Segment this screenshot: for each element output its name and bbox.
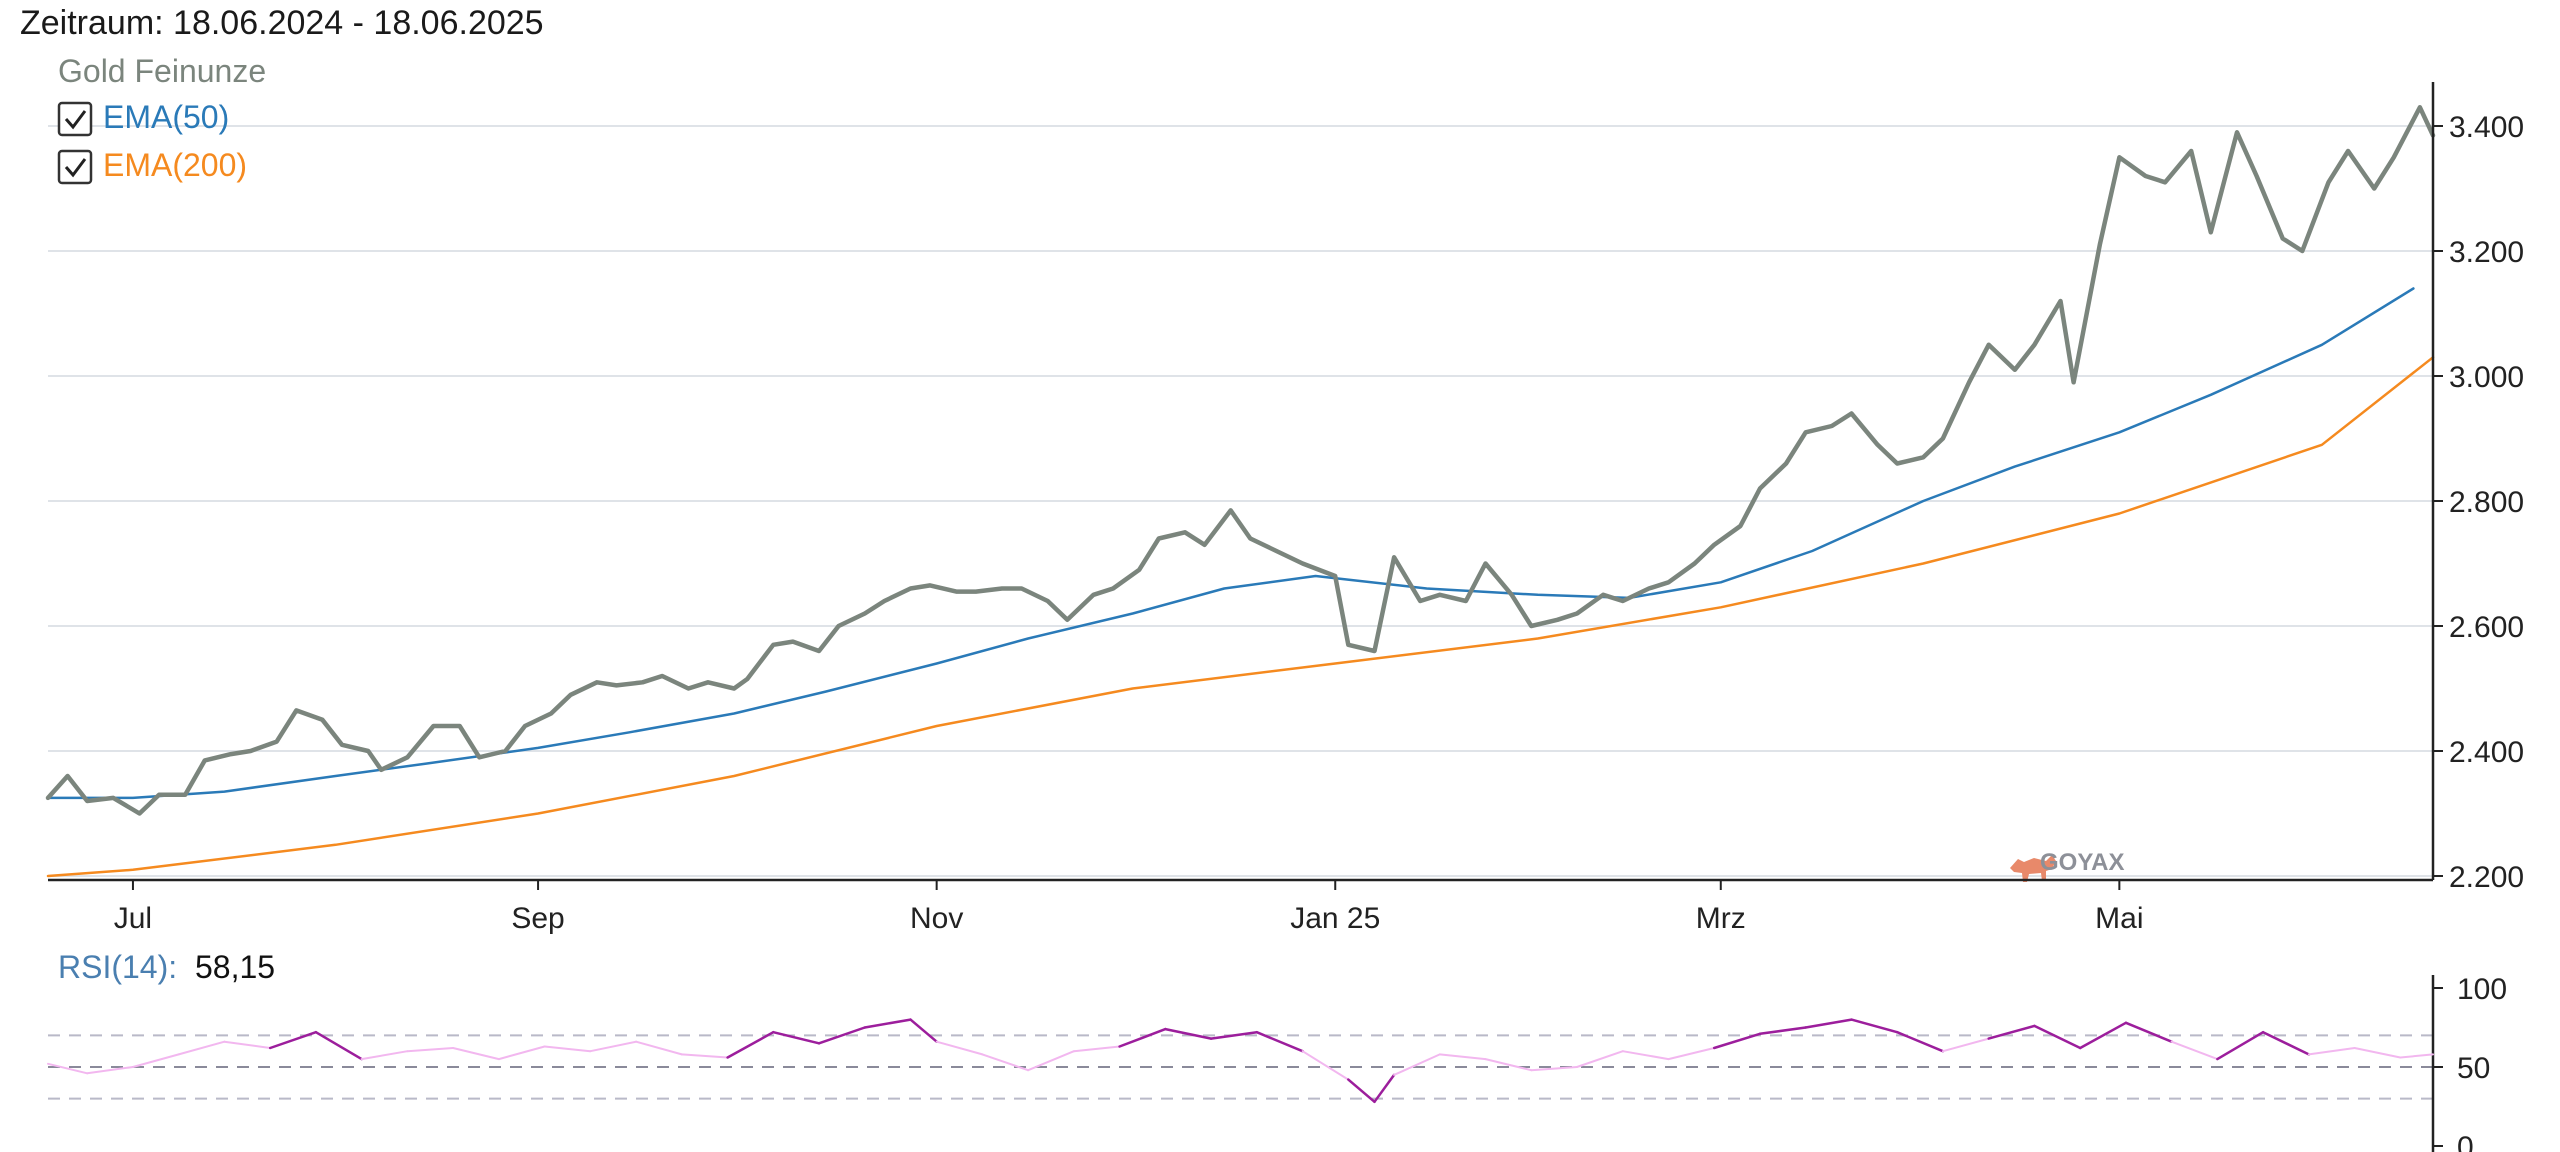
y-tick-label: 2.200 xyxy=(2449,861,2524,894)
rsi-segment xyxy=(817,1026,867,1045)
ema200-toggle[interactable]: EMA(200) xyxy=(57,147,247,185)
rsi-segment xyxy=(1118,1027,1167,1048)
watermark-text: GOYAX xyxy=(2040,849,2124,876)
rsi-segment xyxy=(1621,1050,1670,1061)
period-label: Zeitraum: 18.06.2024 - 18.06.2025 xyxy=(20,4,544,42)
rsi-segment xyxy=(1393,1053,1441,1076)
y-tick-label: 2.600 xyxy=(2449,611,2524,644)
rsi-segment xyxy=(47,1062,89,1075)
y-tick-label: 3.200 xyxy=(2449,236,2524,269)
rsi-segment xyxy=(2399,1053,2434,1059)
rsi-segment xyxy=(726,1030,775,1059)
x-tick-label: Mai xyxy=(2095,902,2143,935)
rsi-segment xyxy=(543,1045,592,1053)
rsi-segment xyxy=(2216,1030,2265,1061)
rsi-segment xyxy=(86,1066,134,1075)
rsi-segment xyxy=(1850,1018,1899,1034)
ema200-label[interactable]: EMA(200) xyxy=(103,147,247,183)
rsi-segment xyxy=(935,1040,984,1056)
rsi-segment xyxy=(2261,1030,2311,1056)
y-tick-label: 3.400 xyxy=(2449,111,2524,144)
rsi-segment xyxy=(909,1018,938,1043)
main-series xyxy=(45,105,2436,878)
rsi-segment xyxy=(1987,1024,2036,1040)
rsi-segment xyxy=(1072,1045,1121,1053)
rsi-segment xyxy=(2170,1040,2219,1061)
ema200-line xyxy=(46,356,2435,878)
rsi-segment xyxy=(497,1045,546,1061)
rsi-segment xyxy=(1438,1053,1487,1061)
rsi-segment xyxy=(177,1040,226,1056)
rsi-segment xyxy=(268,1030,318,1050)
rsi-segment xyxy=(1484,1058,1533,1072)
legend-instrument: Gold Feinunze xyxy=(58,53,266,89)
main-grid xyxy=(48,125,2433,877)
main-axes: 2.200 2.400 2.600 2.800 3.000 3.200 3.400 Jul Se… xyxy=(48,82,2524,935)
ema200-check-icon xyxy=(64,158,87,178)
watermark: GOYAX xyxy=(2010,849,2124,882)
rsi-segment xyxy=(452,1047,500,1061)
rsi-segment xyxy=(1027,1050,1075,1072)
y-tick-label: 2.400 xyxy=(2449,736,2524,769)
rsi-segment xyxy=(1941,1037,1990,1053)
rsi-segment xyxy=(2078,1021,2128,1050)
rsi-segment xyxy=(360,1050,409,1061)
rsi-segment xyxy=(589,1040,638,1053)
ema50-check-icon xyxy=(64,110,87,130)
y-tick-label: 2.800 xyxy=(2449,486,2524,519)
rsi-value: 58,15 xyxy=(195,949,275,985)
rsi-segment xyxy=(314,1030,363,1061)
rsi-segment xyxy=(1667,1047,1716,1061)
rsi-segment xyxy=(863,1018,912,1029)
x-tick-label: Jul xyxy=(114,902,152,935)
rsi-segment xyxy=(1758,1026,1807,1036)
y-tick-label: 3.000 xyxy=(2449,361,2524,394)
x-tick-label: Jan 25 xyxy=(1290,902,1380,935)
rsi-segment xyxy=(223,1040,272,1049)
ema200-checkbox[interactable] xyxy=(57,149,93,185)
x-tick-label: Nov xyxy=(910,902,963,935)
rsi-segment xyxy=(131,1053,180,1068)
rsi-segment xyxy=(680,1053,729,1059)
ema50-label[interactable]: EMA(50) xyxy=(103,99,229,135)
rsi-y-tick-label: 50 xyxy=(2457,1052,2490,1085)
rsi-segment xyxy=(2033,1024,2082,1050)
rsi-segment xyxy=(1373,1073,1396,1104)
rsi-segment xyxy=(1576,1050,1624,1068)
rsi-segment xyxy=(1209,1030,1259,1040)
rsi-segment xyxy=(1301,1050,1350,1081)
rsi-segment xyxy=(1347,1078,1376,1104)
rsi-segment xyxy=(1895,1030,1945,1053)
rsi-segment xyxy=(1255,1030,1304,1053)
rsi-segment xyxy=(406,1047,455,1053)
legend: Gold Feinunze EMA(50) EMA(200) xyxy=(57,53,266,185)
rsi-y-tick-label: 100 xyxy=(2457,973,2507,1006)
rsi-panel: 0 50 100 xyxy=(47,973,2507,1152)
rsi-segment xyxy=(2124,1021,2173,1043)
bull-icon xyxy=(2010,855,2056,882)
ema50-checkbox[interactable] xyxy=(57,101,93,137)
rsi-segment xyxy=(1804,1018,1853,1029)
rsi-segment xyxy=(2353,1047,2402,1059)
x-tick-label: Sep xyxy=(511,902,564,935)
rsi-segment xyxy=(635,1040,683,1056)
rsi-segment xyxy=(2307,1047,2356,1056)
ema50-line xyxy=(46,287,2415,800)
rsi-segment xyxy=(1530,1066,1578,1072)
price-line xyxy=(45,105,2436,816)
rsi-segment xyxy=(981,1053,1030,1072)
rsi-header: RSI(14): 58,15 xyxy=(58,949,275,985)
x-tick-label: Mrz xyxy=(1696,902,1746,935)
ema50-toggle[interactable]: EMA(50) xyxy=(57,99,229,137)
rsi-label: RSI(14): xyxy=(58,949,177,985)
rsi-segment xyxy=(1712,1032,1762,1050)
rsi-segment xyxy=(772,1030,821,1045)
rsi-segment xyxy=(1164,1027,1213,1040)
rsi-y-tick-label: 0 xyxy=(2457,1131,2474,1152)
